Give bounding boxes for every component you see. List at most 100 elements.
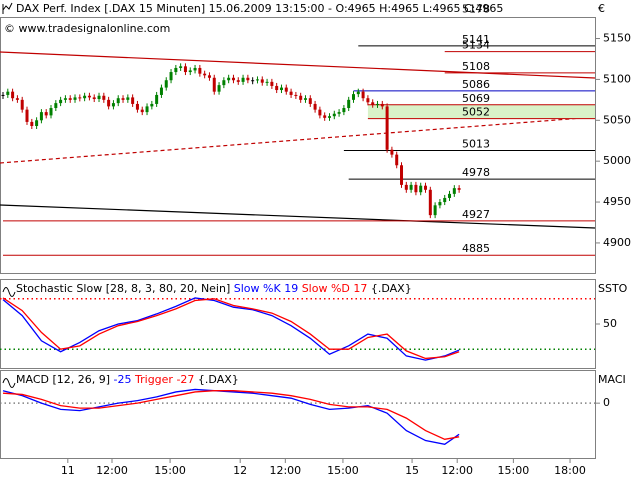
series-line [2, 297, 460, 361]
candle [241, 77, 245, 82]
candle [97, 95, 101, 100]
candle [126, 97, 130, 100]
candle [279, 87, 283, 91]
level-label: 4885 [462, 242, 490, 255]
candle [419, 185, 423, 193]
candle [135, 103, 139, 110]
series-line [2, 297, 460, 360]
candle [87, 95, 91, 98]
level-label: 5069 [462, 92, 490, 105]
candle [145, 106, 149, 113]
panel-header: MACD [12, 26, 9] -25 Trigger -27 {.DAX} [16, 373, 239, 386]
y-tick-label: 5100 [603, 72, 631, 85]
candle [44, 112, 48, 116]
level-label: 5134 [462, 39, 490, 52]
candle [284, 87, 288, 92]
series-line [2, 388, 460, 445]
level-label: 5108 [462, 60, 490, 73]
candle [217, 85, 221, 92]
candle [376, 103, 380, 105]
panel-icon [2, 287, 16, 297]
candle [102, 95, 106, 100]
legend-entry: Slow %D 17 [302, 282, 368, 295]
chart-title: DAX Perf. Index [.DAX 15 Minuten] 15.06.… [16, 2, 503, 15]
candle [366, 98, 370, 103]
candle [92, 97, 96, 100]
candle [222, 80, 226, 86]
x-tick-label: 15:00 [154, 464, 186, 477]
candle [318, 109, 322, 116]
candle [116, 98, 120, 104]
trend-line [0, 204, 595, 229]
candle [385, 106, 389, 150]
candle [203, 73, 207, 76]
candle [227, 77, 231, 81]
y-tick-label: 5150 [603, 32, 631, 45]
x-tick-label: 15:00 [498, 464, 530, 477]
x-tick-label: 11 [61, 464, 75, 477]
level-label: 5052 [462, 106, 490, 119]
x-tick-label: 12:00 [269, 464, 301, 477]
trend-line [0, 51, 595, 79]
y-tick-label: 5000 [603, 154, 631, 167]
candle [150, 103, 154, 107]
candle [140, 109, 144, 113]
currency: € [598, 2, 605, 15]
candle [179, 66, 183, 68]
candle [188, 70, 192, 73]
candle [198, 67, 202, 74]
candle [433, 205, 437, 216]
x-tick-label: 12:00 [441, 464, 473, 477]
candle [428, 189, 432, 216]
candle [351, 94, 355, 100]
level-label: 5178 [462, 3, 490, 16]
candle [159, 87, 163, 95]
candle [457, 188, 461, 190]
candle [11, 91, 15, 99]
candle [342, 108, 346, 113]
candle [25, 109, 29, 122]
panel-title: Stochastic Slow [28, 8, 3, 80, 20, Nein] [16, 282, 230, 295]
level-label: 5013 [462, 138, 490, 151]
candle [299, 95, 303, 100]
candle [164, 80, 168, 88]
candle [452, 188, 456, 194]
candle [332, 113, 336, 117]
y-tick-label: 4950 [603, 195, 631, 208]
candle [155, 94, 159, 104]
x-tick-label: 18:00 [554, 464, 586, 477]
trend-line [0, 116, 595, 164]
panel-icon [2, 378, 16, 388]
candle [49, 108, 53, 116]
x-tick-label: 12:00 [96, 464, 128, 477]
legend-entry: Slow %K 19 [234, 282, 298, 295]
panel-title: MACD [12, 26, 9] [16, 373, 110, 386]
legend-entry: -25 [114, 373, 132, 386]
candle [212, 77, 216, 92]
candle [236, 80, 240, 82]
level-label: 5141 [462, 33, 490, 46]
candle [231, 77, 235, 81]
candle [78, 97, 82, 99]
stochastic-panel [0, 279, 596, 369]
level-zone [367, 104, 595, 119]
candle [313, 103, 317, 110]
candle [111, 103, 115, 107]
series-line [2, 390, 460, 440]
candle [35, 120, 39, 127]
candle [260, 79, 264, 83]
panel-source: {.DAX} [198, 373, 239, 386]
level-label: 4978 [462, 166, 490, 179]
candle [6, 91, 10, 95]
chart-icon [2, 2, 13, 14]
macd-panel [0, 370, 596, 459]
candle [73, 97, 77, 100]
candle [327, 116, 331, 118]
axis-label: SSTO [598, 282, 628, 295]
candle [404, 184, 408, 190]
candle [409, 184, 413, 190]
candle [20, 99, 24, 110]
candle [207, 75, 211, 78]
candle [107, 99, 111, 107]
candle [63, 98, 67, 100]
